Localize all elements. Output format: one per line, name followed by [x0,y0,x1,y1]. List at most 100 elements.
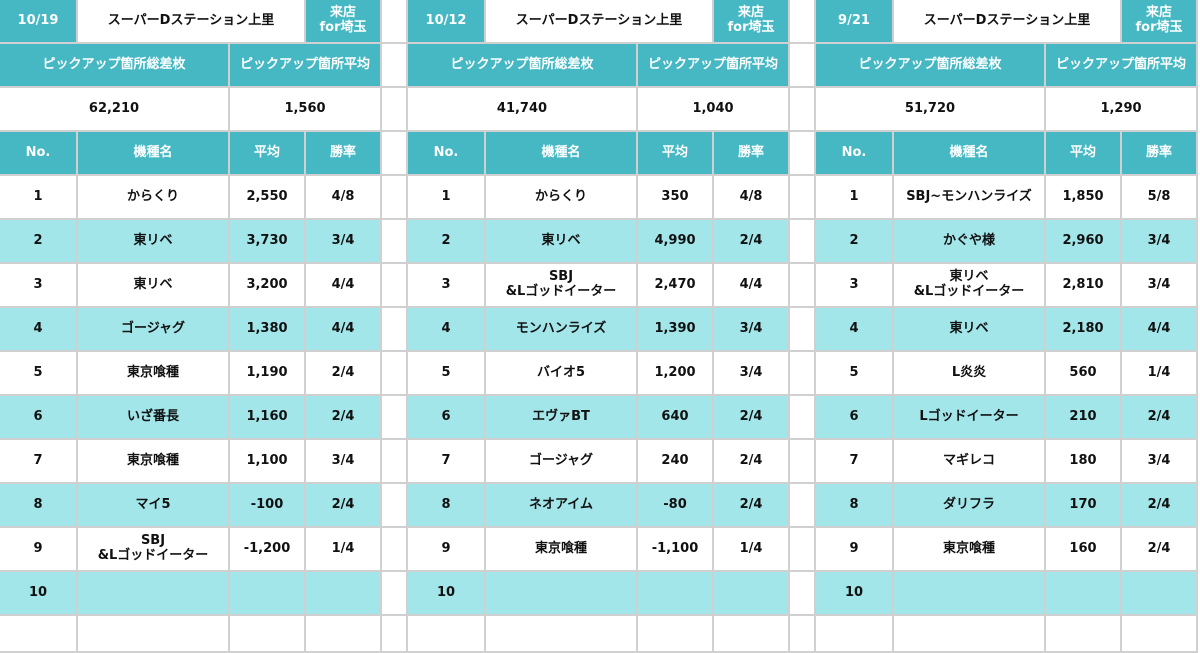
row-machine-name: いざ番長 [78,396,230,440]
separator-cell [788,616,816,653]
separator-cell [380,88,408,132]
row-average: 210 [1046,396,1122,440]
col-header-win: 勝率 [306,132,382,176]
row-machine-name: 東京喰種 [894,528,1046,572]
row-average: 640 [638,396,714,440]
row-no [816,616,894,653]
separator-cell [380,220,408,264]
row-average: -80 [638,484,714,528]
separator-cell [788,396,816,440]
row-machine-name: ダリフラ [894,484,1046,528]
row-win-rate: 4/4 [306,264,382,308]
row-no: 2 [408,220,486,264]
separator-cell [788,132,816,176]
row-average: 3,730 [230,220,306,264]
row-no: 7 [816,440,894,484]
visit-label: 来店 for埼玉 [306,0,382,44]
row-machine-name [486,572,638,616]
row-win-rate: 2/4 [714,484,790,528]
row-win-rate: 1/4 [714,528,790,572]
row-win-rate: 4/4 [1122,308,1198,352]
panel-separator [788,0,816,653]
row-no [408,616,486,653]
row-machine-name: 東リベ [486,220,638,264]
separator-cell [380,132,408,176]
separator-cell [380,616,408,653]
row-no: 5 [0,352,78,396]
row-average: 1,160 [230,396,306,440]
row-no: 6 [816,396,894,440]
col-header-avg: 平均 [1046,132,1122,176]
row-average [230,616,306,653]
col-header-name: 機種名 [894,132,1046,176]
row-machine-name: L炎炎 [894,352,1046,396]
row-machine-name: ゴージャグ [486,440,638,484]
separator-cell [788,220,816,264]
row-average [230,572,306,616]
row-win-rate: 2/4 [1122,528,1198,572]
store-name: スーパーDステーション上里 [78,0,306,44]
row-win-rate: 3/4 [714,308,790,352]
row-average: 180 [1046,440,1122,484]
row-machine-name: モンハンライズ [486,308,638,352]
row-machine-name: マイ5 [78,484,230,528]
row-machine-name [78,616,230,653]
row-average: 3,200 [230,264,306,308]
average-label: ピックアップ箇所平均 [638,44,790,88]
row-win-rate: 4/8 [714,176,790,220]
row-machine-name: 東リベ &Lゴッドイーター [894,264,1046,308]
separator-cell [380,308,408,352]
row-average [638,616,714,653]
store-name: スーパーDステーション上里 [894,0,1122,44]
row-average: 350 [638,176,714,220]
row-no: 2 [816,220,894,264]
row-average: 560 [1046,352,1122,396]
row-average: 1,380 [230,308,306,352]
row-win-rate: 1/4 [306,528,382,572]
visit-label: 来店 for埼玉 [714,0,790,44]
row-win-rate: 2/4 [714,220,790,264]
separator-cell [788,44,816,88]
results-panel-10-19: 10/19 スーパーDステーション上里 来店 for埼玉ピックアップ箇所総差枚 ピック… [0,0,408,653]
date-cell: 10/19 [0,0,78,44]
results-panel-10-12: 10/12 スーパーDステーション上里 来店 for埼玉 ピックアップ箇所総差枚 ピック… [408,0,816,653]
row-machine-name: 東京喰種 [78,352,230,396]
row-win-rate [306,572,382,616]
total-diff-value: 41,740 [408,88,638,132]
row-no: 9 [816,528,894,572]
row-no: 6 [0,396,78,440]
row-average: 1,200 [638,352,714,396]
total-diff-value: 62,210 [0,88,230,132]
row-average: 1,100 [230,440,306,484]
row-no: 6 [408,396,486,440]
separator-cell [788,352,816,396]
row-no: 1 [0,176,78,220]
separator-cell [788,440,816,484]
row-machine-name: エヴァBT [486,396,638,440]
row-win-rate: 1/4 [1122,352,1198,396]
row-average: 170 [1046,484,1122,528]
separator-cell [380,484,408,528]
row-machine-name: マギレコ [894,440,1046,484]
row-win-rate: 2/4 [306,352,382,396]
date-cell: 9/21 [816,0,894,44]
panel-separator [380,0,408,653]
row-win-rate [714,616,790,653]
row-no: 10 [0,572,78,616]
separator-cell [788,572,816,616]
row-machine-name: 東京喰種 [486,528,638,572]
average-label: ピックアップ箇所平均 [230,44,382,88]
row-no: 1 [816,176,894,220]
row-no: 10 [408,572,486,616]
row-machine-name: からくり [486,176,638,220]
row-no: 5 [408,352,486,396]
row-no: 8 [0,484,78,528]
total-diff-label: ピックアップ箇所総差枚 [0,44,230,88]
row-machine-name [894,616,1046,653]
row-machine-name: かぐや様 [894,220,1046,264]
row-machine-name: 東リベ [894,308,1046,352]
store-name: スーパーDステーション上里 [486,0,714,44]
separator-cell [380,440,408,484]
separator-cell [788,264,816,308]
average-label: ピックアップ箇所平均 [1046,44,1198,88]
